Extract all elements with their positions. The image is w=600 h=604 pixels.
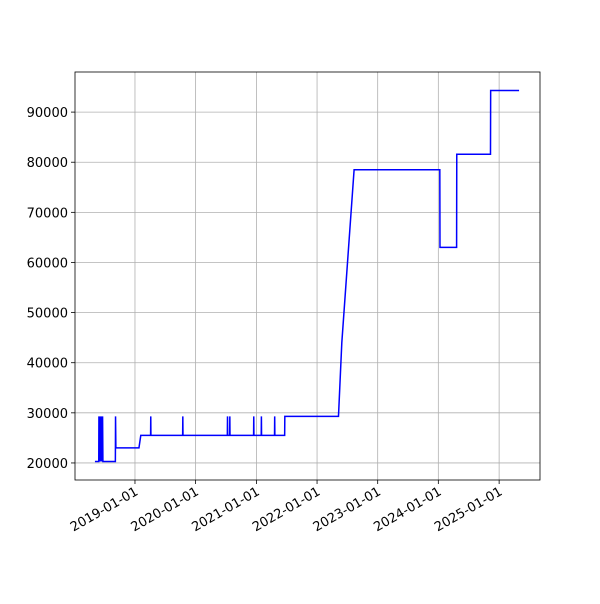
y-tick-label: 80000 bbox=[27, 156, 68, 171]
y-tick-label: 90000 bbox=[27, 106, 68, 121]
y-tick-label: 50000 bbox=[27, 307, 68, 322]
y-tick-label: 40000 bbox=[27, 357, 68, 372]
y-tick-label: 30000 bbox=[27, 407, 68, 422]
y-tick-label: 60000 bbox=[27, 256, 68, 271]
line bbox=[94, 89, 520, 463]
axes-frame bbox=[74, 71, 541, 481]
y-tick-label: 20000 bbox=[27, 457, 68, 472]
y-tick-label: 70000 bbox=[27, 206, 68, 221]
